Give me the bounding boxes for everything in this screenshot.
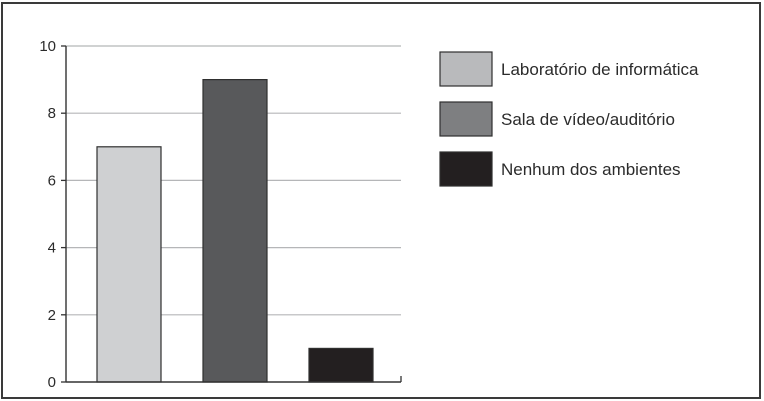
y-tick-label: 4 [48, 240, 56, 257]
legend: Laboratório de informática Sala de vídeo/… [439, 51, 699, 187]
y-tick-label: 0 [48, 374, 56, 391]
y-tick-label: 6 [48, 172, 56, 189]
bars [96, 78, 374, 383]
bar-chart: 0 2 4 6 8 10 Laboratório de informática Sala d… [39, 38, 699, 391]
bar [202, 78, 268, 383]
legend-label: Laboratório de informática [501, 60, 699, 79]
legend-swatch [439, 101, 493, 137]
bar [308, 347, 374, 383]
legend-label: Nenhum dos ambientes [501, 160, 681, 179]
bar [96, 146, 162, 383]
y-tick-label: 8 [48, 105, 56, 122]
axes [65, 46, 402, 383]
y-ticks: 0 2 4 6 8 10 [39, 38, 66, 391]
legend-swatch [439, 151, 493, 187]
legend-label: Sala de vídeo/auditório [501, 110, 675, 129]
y-tick-label: 2 [48, 307, 56, 324]
y-tick-label: 10 [39, 38, 56, 55]
legend-swatch [439, 51, 493, 87]
